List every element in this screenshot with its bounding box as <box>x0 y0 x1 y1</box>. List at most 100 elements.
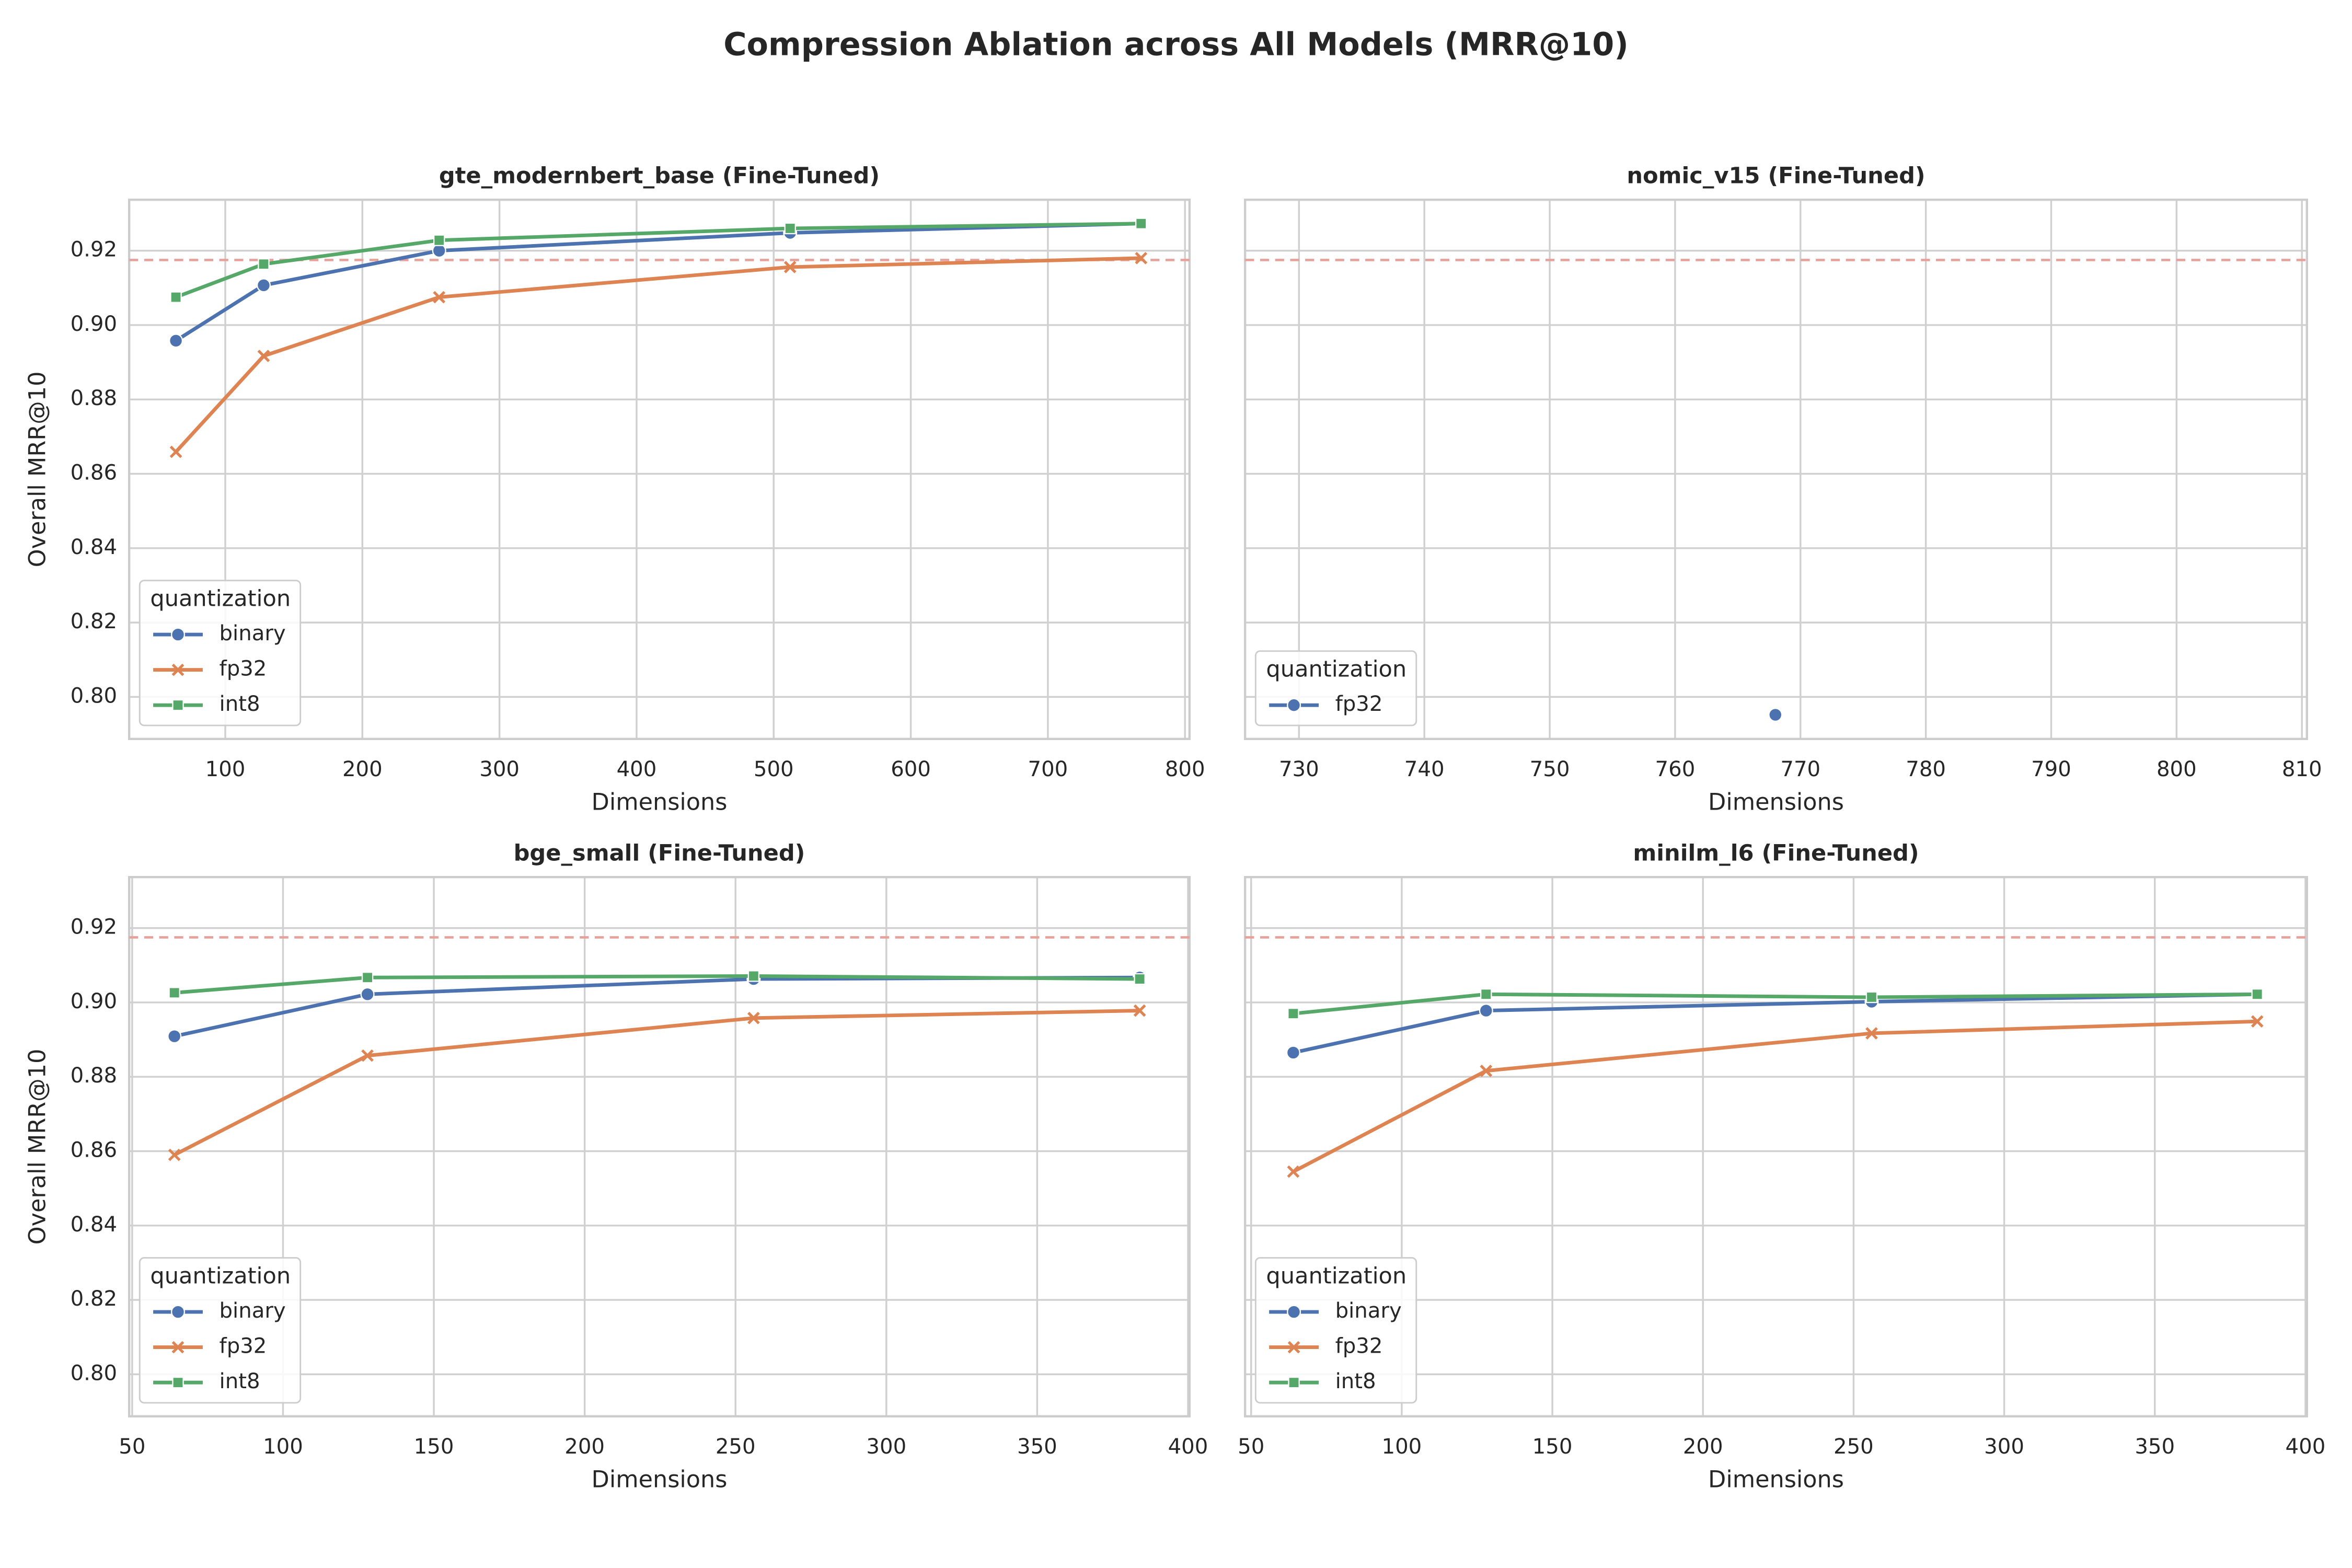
marker <box>167 1029 182 1044</box>
marker <box>168 1148 181 1161</box>
marker <box>784 222 796 235</box>
marker <box>747 1011 760 1024</box>
legend-label: fp32 <box>1335 1334 1383 1358</box>
subplot-title: nomic_v15 (Fine-Tuned) <box>1627 163 1925 189</box>
y-tick-label: 0.88 <box>71 386 118 410</box>
x-tick-label: 700 <box>1028 757 1068 781</box>
marker <box>1865 991 1878 1004</box>
subplot: 730 740 750 760 770 780 790 800 810 nomic_v15 (Fi… <box>1244 163 2322 815</box>
legend: quantization binary fp32 int8 <box>1254 1257 1417 1404</box>
marker <box>361 1049 374 1062</box>
marker <box>747 970 760 982</box>
marker <box>361 972 374 984</box>
x-tick-label: 300 <box>1984 1435 2024 1459</box>
subplot-title: minilm_l6 (Fine-Tuned) <box>1633 840 1919 867</box>
y-tick-label: 0.84 <box>71 1213 118 1237</box>
marker <box>1480 988 1492 1000</box>
figure-title: Compression Ablation across All Models (… <box>723 27 1629 63</box>
series-line <box>174 1009 1140 1157</box>
legend-title: quantization <box>1266 656 1406 683</box>
legend-marker <box>171 627 186 642</box>
marker <box>360 987 375 1001</box>
x-tick-label: 810 <box>2282 757 2322 781</box>
x-tick-label: 400 <box>1168 1435 1208 1459</box>
subplot: 50 100 150 200 250 300 350 400 0.80 0.82 0.84 0.86 0… <box>24 840 1208 1493</box>
x-tick-label: 600 <box>891 757 931 781</box>
legend-label: binary <box>1335 1299 1402 1323</box>
x-tick-label: 100 <box>1381 1435 1422 1459</box>
legend-label: int8 <box>220 692 260 716</box>
y-tick-label: 0.90 <box>71 989 118 1013</box>
y-tick-label: 0.82 <box>71 609 118 633</box>
marker <box>2251 1015 2264 1028</box>
x-tick-label: 250 <box>716 1435 756 1459</box>
marker <box>1768 708 1783 722</box>
y-tick-label: 0.82 <box>71 1287 118 1311</box>
series-line <box>1293 992 2257 1016</box>
legend-marker <box>171 663 185 676</box>
x-axis-label: Dimensions <box>1708 788 1844 815</box>
marker <box>169 333 183 348</box>
marker <box>1865 1027 1878 1040</box>
marker <box>258 258 270 270</box>
x-axis-label: Dimensions <box>592 1466 728 1493</box>
x-tick-label: 200 <box>1683 1435 1723 1459</box>
x-tick-label: 300 <box>866 1435 906 1459</box>
x-tick-label: 400 <box>617 757 657 781</box>
legend: quantization binary fp32 int8 <box>139 1257 302 1404</box>
legend-marker <box>171 1305 186 1319</box>
y-tick-label: 0.86 <box>71 1138 118 1162</box>
legend-label: int8 <box>220 1369 260 1393</box>
legend-box <box>139 580 302 727</box>
legend-label: int8 <box>1335 1369 1376 1393</box>
x-tick-label: 780 <box>1906 757 1946 781</box>
marker <box>168 987 180 999</box>
legend-label: fp32 <box>220 657 267 681</box>
x-tick-label: 200 <box>564 1435 605 1459</box>
x-tick-label: 400 <box>2286 1435 2326 1459</box>
x-axis-label: Dimensions <box>592 788 728 815</box>
subplot: 100 200 300 400 500 600 700 800 0.80 0.82 0.84 0.86… <box>24 163 1205 816</box>
axes-frame <box>128 199 1191 740</box>
marker <box>1134 973 1146 985</box>
y-axis-label: Overall MRR@10 <box>24 1049 51 1245</box>
legend-box <box>1254 1257 1417 1404</box>
legend-marker <box>1288 1376 1300 1389</box>
legend-box <box>139 1257 302 1404</box>
legend-title: quantization <box>150 1263 291 1289</box>
x-tick-label: 150 <box>414 1435 454 1459</box>
y-tick-label: 0.92 <box>71 915 118 939</box>
x-tick-label: 50 <box>1238 1435 1264 1459</box>
series-line <box>1293 992 2257 1055</box>
x-tick-label: 200 <box>342 757 383 781</box>
x-tick-label: 760 <box>1655 757 1696 781</box>
x-tick-label: 100 <box>205 757 246 781</box>
marker <box>433 291 446 304</box>
subplot-title: bge_small (Fine-Tuned) <box>514 840 805 867</box>
legend: quantization fp32 <box>1254 650 1417 727</box>
marker <box>1479 1004 1493 1018</box>
x-tick-label: 300 <box>479 757 520 781</box>
x-tick-label: 800 <box>2157 757 2197 781</box>
legend-label: fp32 <box>220 1334 267 1358</box>
legend: quantization binary fp32 int8 <box>139 580 302 727</box>
marker <box>432 244 446 258</box>
series-line <box>174 974 1140 995</box>
y-tick-label: 0.80 <box>71 684 118 708</box>
x-tick-label: 790 <box>2031 757 2071 781</box>
x-tick-label: 350 <box>1017 1435 1057 1459</box>
marker <box>1286 1045 1300 1060</box>
axes-frame <box>1244 876 2308 1417</box>
legend-label: binary <box>220 621 286 645</box>
subplot: 50 100 150 200 250 300 350 400 minilm_l6 (Fine-T… <box>1238 840 2325 1493</box>
marker <box>1287 1008 1299 1020</box>
y-tick-label: 0.80 <box>71 1361 118 1385</box>
y-tick-label: 0.88 <box>71 1064 118 1088</box>
x-tick-label: 100 <box>263 1435 303 1459</box>
marker <box>1133 1004 1146 1017</box>
legend-label: fp32 <box>1335 692 1383 716</box>
marker <box>1480 1064 1493 1077</box>
